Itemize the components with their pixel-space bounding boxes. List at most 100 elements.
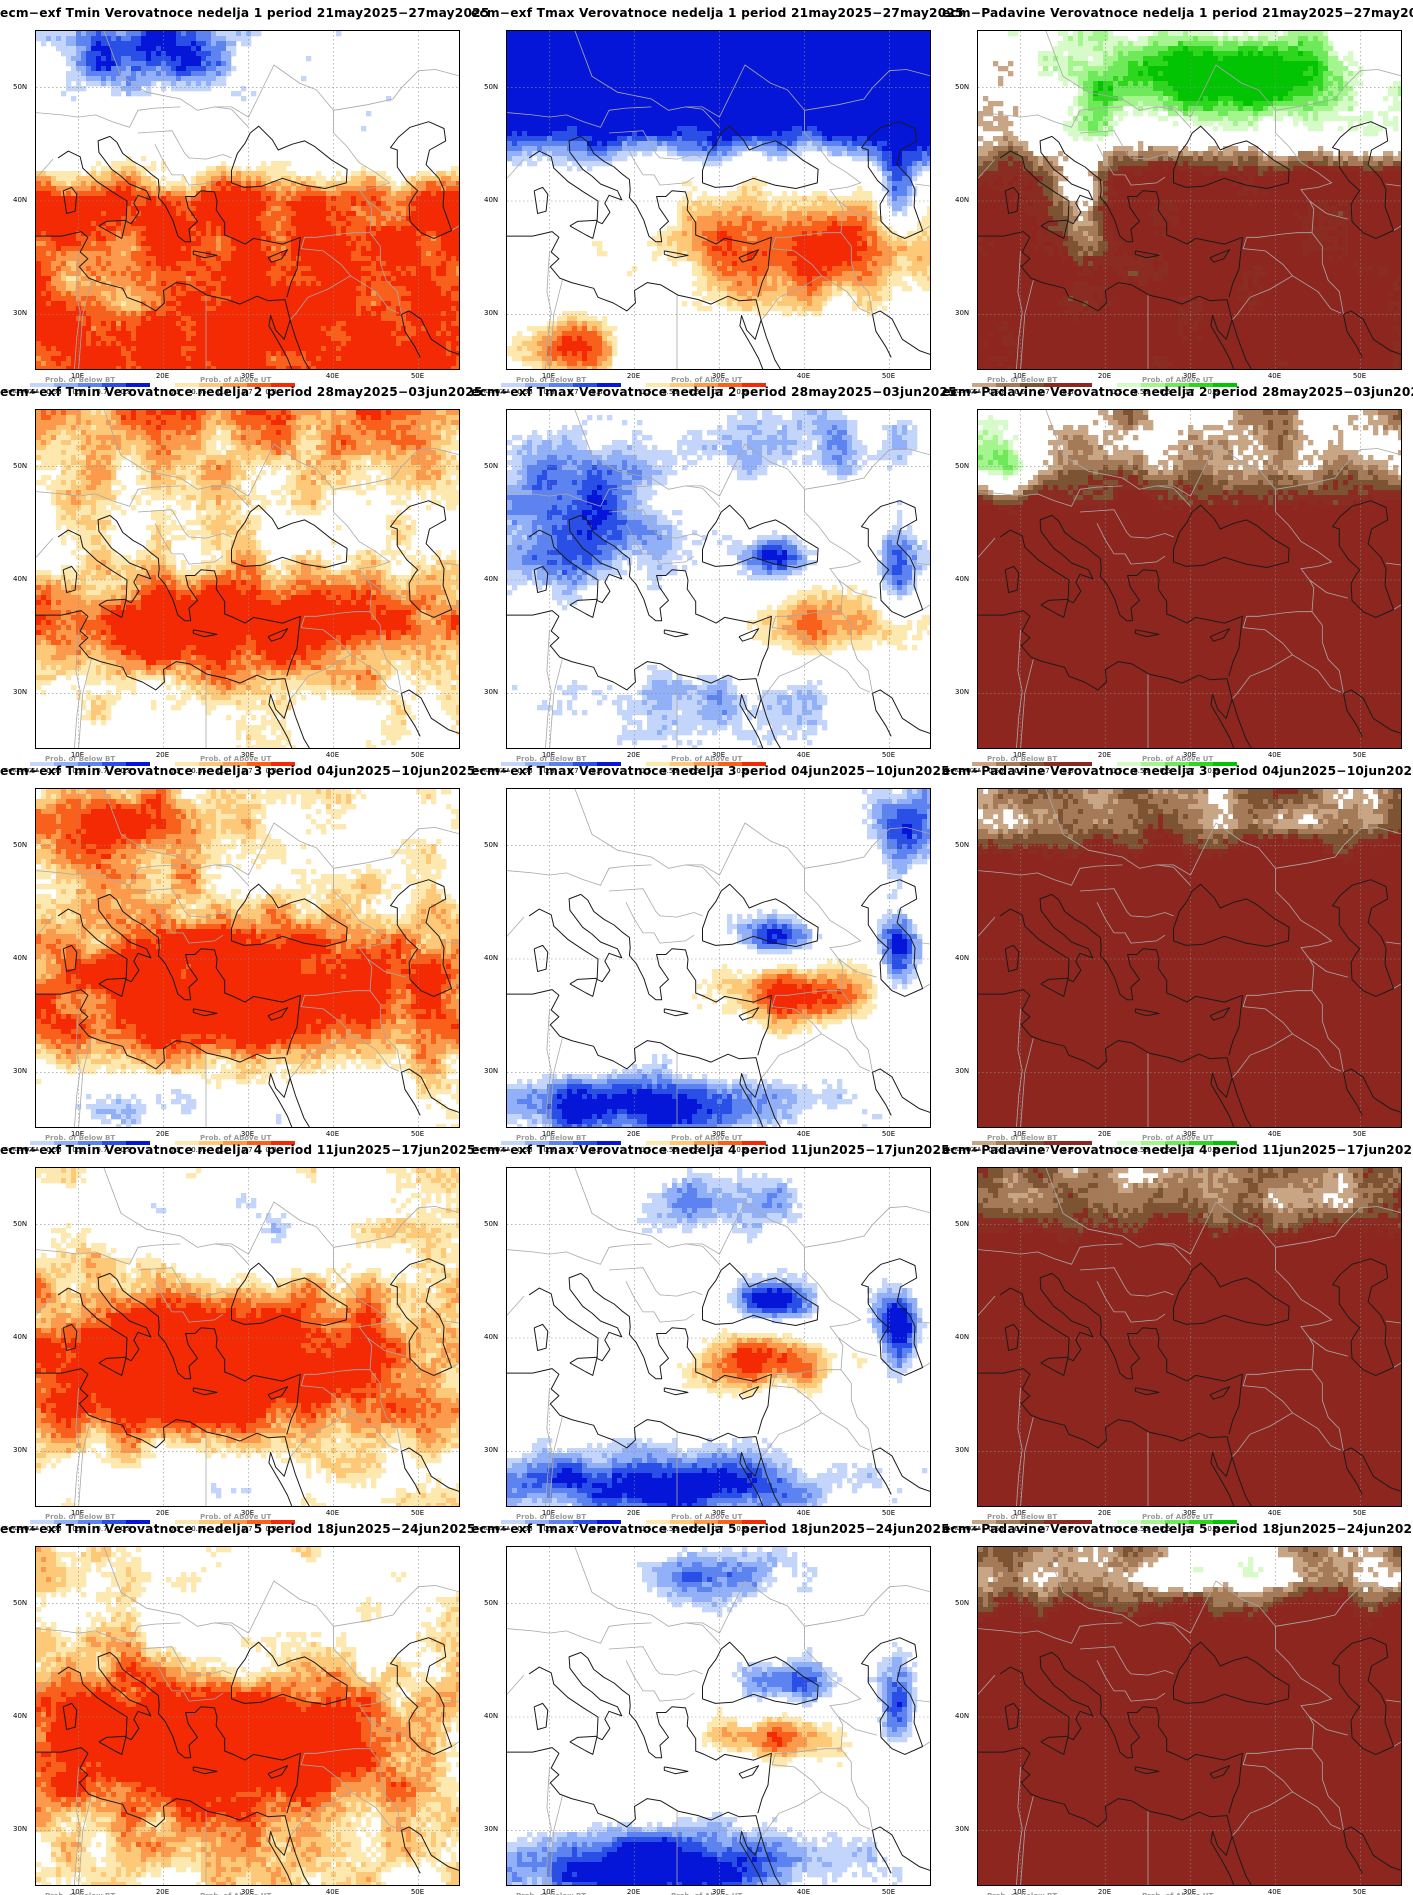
grads-credit: GrADS/COLA — [475, 768, 510, 774]
legend-title: Prob. of Below BT — [516, 1513, 586, 1521]
grads-credit: GrADS/COLA — [475, 1147, 510, 1153]
forecast-panel-tmax-week-1: ecm−exf Tmax Verovatnoce nedelja 1 perio… — [471, 0, 964, 396]
longitude-label: 40E — [797, 372, 810, 380]
country-borders — [36, 789, 459, 1127]
legend-tick-label: 0.6 — [688, 388, 699, 396]
legend-color-bar — [1117, 1520, 1237, 1524]
legend-title: Prob. of Above UT — [671, 376, 742, 384]
latitude-label: 30N — [13, 1446, 27, 1454]
coastlines — [507, 1637, 930, 1885]
country-borders — [36, 31, 459, 369]
legend-tick-label: 0.55 — [1133, 767, 1149, 775]
legend-tick-label: 0.5 — [24, 1525, 35, 1533]
longitude-label: 20E — [1098, 1509, 1111, 1517]
above-legend: Prob. of Above UT 0.5 0.55 0.6 0.7 0.8 — [471, 376, 942, 396]
latitude-label: 50N — [484, 83, 498, 91]
latitude-label: 40N — [13, 196, 27, 204]
latitude-label: 30N — [484, 1067, 498, 1075]
legend-title: Prob. of Above UT — [671, 1892, 742, 1895]
legend-tick-label: 0.8 — [120, 1525, 131, 1533]
probability-map — [977, 409, 1402, 749]
probability-cells — [978, 31, 1401, 369]
longitude-label: 30E — [712, 1509, 725, 1517]
longitude-label: 30E — [1183, 1509, 1196, 1517]
country-borders — [978, 789, 1401, 1127]
longitude-label: 20E — [1098, 751, 1111, 759]
latitude-label: 30N — [955, 1446, 969, 1454]
legend-title: Prob. of Below BT — [516, 1134, 586, 1142]
longitude-label: 20E — [627, 1888, 640, 1895]
longitude-label: 40E — [797, 1509, 810, 1517]
longitude-label: 30E — [712, 751, 725, 759]
panel-title: ecm−exf Tmax Verovatnoce nedelja 1 perio… — [471, 6, 964, 20]
below-legend: Prob. of Below BT 0.5 0.55 0.6 0.7 0.8 — [942, 755, 1413, 775]
longitude-label: 40E — [326, 1888, 339, 1895]
legend-tick-label: 0.55 — [662, 1525, 678, 1533]
longitude-label: 10E — [542, 1130, 555, 1138]
legend-tick-label: 0.8 — [1207, 1525, 1218, 1533]
probability-cells — [507, 1168, 928, 1506]
legend-tick-label: 0.5 — [24, 388, 35, 396]
latitude-label: 30N — [955, 1067, 969, 1075]
legend-tick-label: 0.5 — [966, 1525, 977, 1533]
graticule — [507, 31, 930, 369]
legend-tick-label: 0.55 — [191, 388, 207, 396]
grads-credit: GrADS/COLA — [475, 389, 510, 395]
longitude-label: 20E — [156, 1509, 169, 1517]
legend-tick-label: 0.7 — [96, 767, 107, 775]
longitude-label: 20E — [156, 1130, 169, 1138]
probability-map — [506, 788, 931, 1128]
legend-tick-label: 0.55 — [517, 767, 533, 775]
legend-title: Prob. of Below BT — [987, 1892, 1057, 1895]
legend-tick-label: 0.6 — [72, 388, 83, 396]
legend-tick-label: 0.5 — [24, 1146, 35, 1154]
graticule — [978, 789, 1401, 1127]
latitude-label: 40N — [955, 1333, 969, 1341]
legend-color-bar — [30, 383, 150, 387]
legend-tick-label: 0.5 — [1111, 767, 1122, 775]
legend-tick-label: 0.6 — [72, 767, 83, 775]
legend-tick-label: 0.8 — [591, 1146, 602, 1154]
probability-cells — [36, 1547, 459, 1885]
latitude-label: 50N — [955, 1599, 969, 1607]
legend-tick-label: 0.6 — [217, 1525, 228, 1533]
forecast-panel-tmin-week-2: ecm−exf Tmin Verovatnoce nedelja 2 perio… — [0, 379, 482, 775]
grads-credit: GrADS/COLA — [946, 768, 981, 774]
longitude-label: 30E — [1183, 372, 1196, 380]
longitude-label: 40E — [326, 1509, 339, 1517]
panel-title: ecm−exf Tmax Verovatnoce nedelja 5 perio… — [471, 1522, 950, 1536]
above-legend: Prob. of Above UT 0.5 0.55 0.6 0.7 0.8 — [942, 1134, 1413, 1154]
legend-tick-label: 0.8 — [591, 767, 602, 775]
legend-title: Prob. of Above UT — [1142, 1892, 1213, 1895]
legend-tick-label: 0.8 — [265, 388, 276, 396]
legend-tick-label: 0.6 — [688, 1146, 699, 1154]
legend-tick-label: 0.5 — [1111, 388, 1122, 396]
legend-tick-label: 0.7 — [96, 1146, 107, 1154]
forecast-panel-tmax-week-4: ecm−exf Tmax Verovatnoce nedelja 4 perio… — [471, 1137, 950, 1533]
longitude-label: 20E — [627, 1130, 640, 1138]
below-legend: Prob. of Below BT 0.5 0.55 0.6 0.7 0.8 — [0, 376, 471, 396]
latitude-label: 40N — [955, 954, 969, 962]
panel-title: ecm−Padavine Verovatnoce nedelja 4 perio… — [942, 1143, 1413, 1157]
longitude-label: 50E — [882, 1130, 895, 1138]
probability-cells — [36, 410, 459, 748]
legend-color-bar — [501, 1520, 621, 1524]
longitude-label: 40E — [326, 751, 339, 759]
longitude-label: 50E — [1353, 1888, 1366, 1895]
legend-tick-label: 0.55 — [988, 1146, 1004, 1154]
longitude-label: 50E — [1353, 751, 1366, 759]
legend-tick-label: 0.6 — [543, 1146, 554, 1154]
legend-tick-label: 0.8 — [1062, 767, 1073, 775]
coastlines — [507, 121, 930, 369]
longitude-label: 40E — [1268, 372, 1281, 380]
legend-tick-label: 0.7 — [96, 388, 107, 396]
legend-tick-label: 0.55 — [1133, 388, 1149, 396]
legend-color-bar — [175, 383, 295, 387]
latitude-label: 30N — [484, 1825, 498, 1833]
graticule — [36, 1168, 459, 1506]
latitude-label: 50N — [955, 462, 969, 470]
legend-tick-label: 0.55 — [988, 388, 1004, 396]
forecast-panel-tmin-week-3: ecm−exf Tmin Verovatnoce nedelja 3 perio… — [0, 758, 475, 1154]
probability-map — [977, 1167, 1402, 1507]
latitude-label: 40N — [13, 954, 27, 962]
